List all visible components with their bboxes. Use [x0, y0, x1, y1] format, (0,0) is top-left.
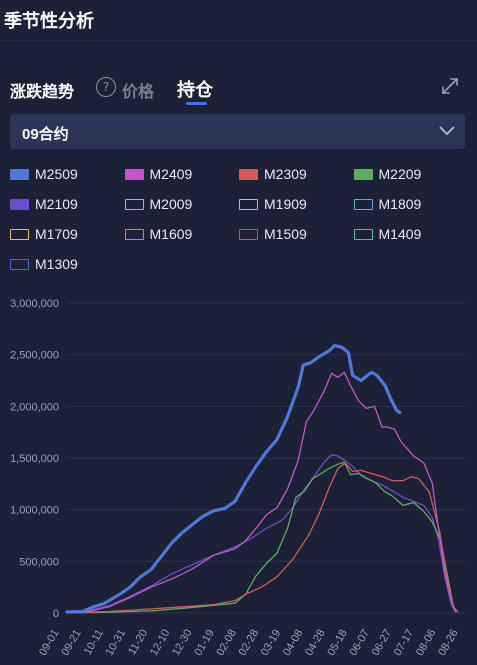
y-tick-label: 0: [53, 608, 59, 620]
x-tick-label: 04-28: [303, 628, 327, 658]
series-line-m2309: [66, 462, 459, 614]
series-line-m2209: [66, 461, 459, 614]
legend-swatch: [124, 199, 144, 210]
x-tick-label: 02-08: [214, 628, 238, 658]
legend-label: M2509: [35, 166, 78, 182]
legend-label: M1509: [264, 226, 307, 242]
active-tab-indicator: [186, 102, 207, 105]
y-tick-label: 500,000: [19, 556, 59, 568]
legend-swatch: [239, 169, 258, 180]
legend-label: M2309: [264, 166, 307, 182]
x-tick-label: 12-30: [170, 628, 194, 658]
y-tick-label: 1,000,000: [10, 505, 59, 517]
y-tick-label: 2,000,000: [10, 401, 59, 413]
series-line-m2409: [66, 371, 457, 614]
chart-tabs: 涨跌趋势 ? 价格 持仓: [10, 74, 470, 108]
legend-label: M2109: [35, 196, 78, 212]
legend-swatch: [353, 199, 373, 210]
x-tick-label: 07-17: [392, 628, 416, 658]
y-tick-label: 2,500,000: [10, 350, 59, 362]
x-tick-label: 02-28: [237, 628, 261, 658]
legend-swatch: [239, 229, 258, 240]
x-tick-label: 09-01: [37, 628, 61, 658]
legend-swatch: [10, 229, 29, 240]
x-tick-label: 08-26: [436, 628, 460, 658]
x-tick-label: 10-11: [82, 628, 106, 658]
contract-select[interactable]: 09合约: [10, 114, 465, 149]
x-tick-label: 12-10: [148, 628, 172, 658]
legend-label: M1609: [149, 226, 193, 242]
x-tick-label: 10-31: [104, 628, 128, 658]
header: 季节性分析: [0, 0, 477, 41]
x-tick-label: 06-07: [347, 628, 371, 658]
legend-swatch: [10, 169, 29, 180]
x-tick-label: 04-08: [281, 628, 305, 658]
chevron-down-icon: [439, 126, 455, 136]
question-circle-icon[interactable]: ?: [96, 77, 116, 97]
legend-swatch: [124, 229, 144, 240]
legend-label: M2209: [378, 166, 422, 182]
x-tick-label: 08-06: [414, 628, 438, 658]
x-tick-label: 03-19: [259, 628, 283, 658]
x-tick-label: 01-19: [192, 628, 216, 658]
legend-label: M2009: [149, 196, 193, 212]
legend-label: M1809: [378, 196, 422, 212]
page-title: 季节性分析: [4, 11, 94, 31]
expand-arrows-icon[interactable]: [440, 76, 460, 96]
legend-swatch: [10, 259, 29, 270]
tab-open-interest[interactable]: 持仓: [177, 80, 213, 100]
legend-label: M1709: [35, 226, 78, 242]
legend-swatch: [353, 169, 373, 180]
series-line-m2509: [65, 343, 402, 614]
legend-swatch: [353, 229, 373, 240]
contract-select-value: 09合约: [22, 126, 69, 143]
legend-label: M1909: [264, 196, 307, 212]
x-tick-label: 05-18: [325, 628, 349, 658]
legend-swatch: [10, 199, 29, 210]
x-tick-label: 06-27: [370, 628, 394, 658]
series-line-m2109: [66, 454, 457, 614]
legend-label: M1309: [35, 256, 78, 272]
legend-label: M2409: [149, 166, 193, 182]
legend-swatch: [124, 169, 144, 180]
y-tick-label: 3,000,000: [10, 298, 59, 310]
tab-trend[interactable]: 涨跌趋势: [10, 84, 75, 101]
y-tick-label: 1,500,000: [10, 453, 59, 465]
legend-swatch: [239, 199, 258, 210]
x-tick-label: 09-21: [59, 628, 83, 658]
x-tick-label: 11-20: [126, 628, 150, 658]
legend-label: M1409: [378, 226, 422, 242]
tab-price[interactable]: 价格: [122, 84, 155, 101]
